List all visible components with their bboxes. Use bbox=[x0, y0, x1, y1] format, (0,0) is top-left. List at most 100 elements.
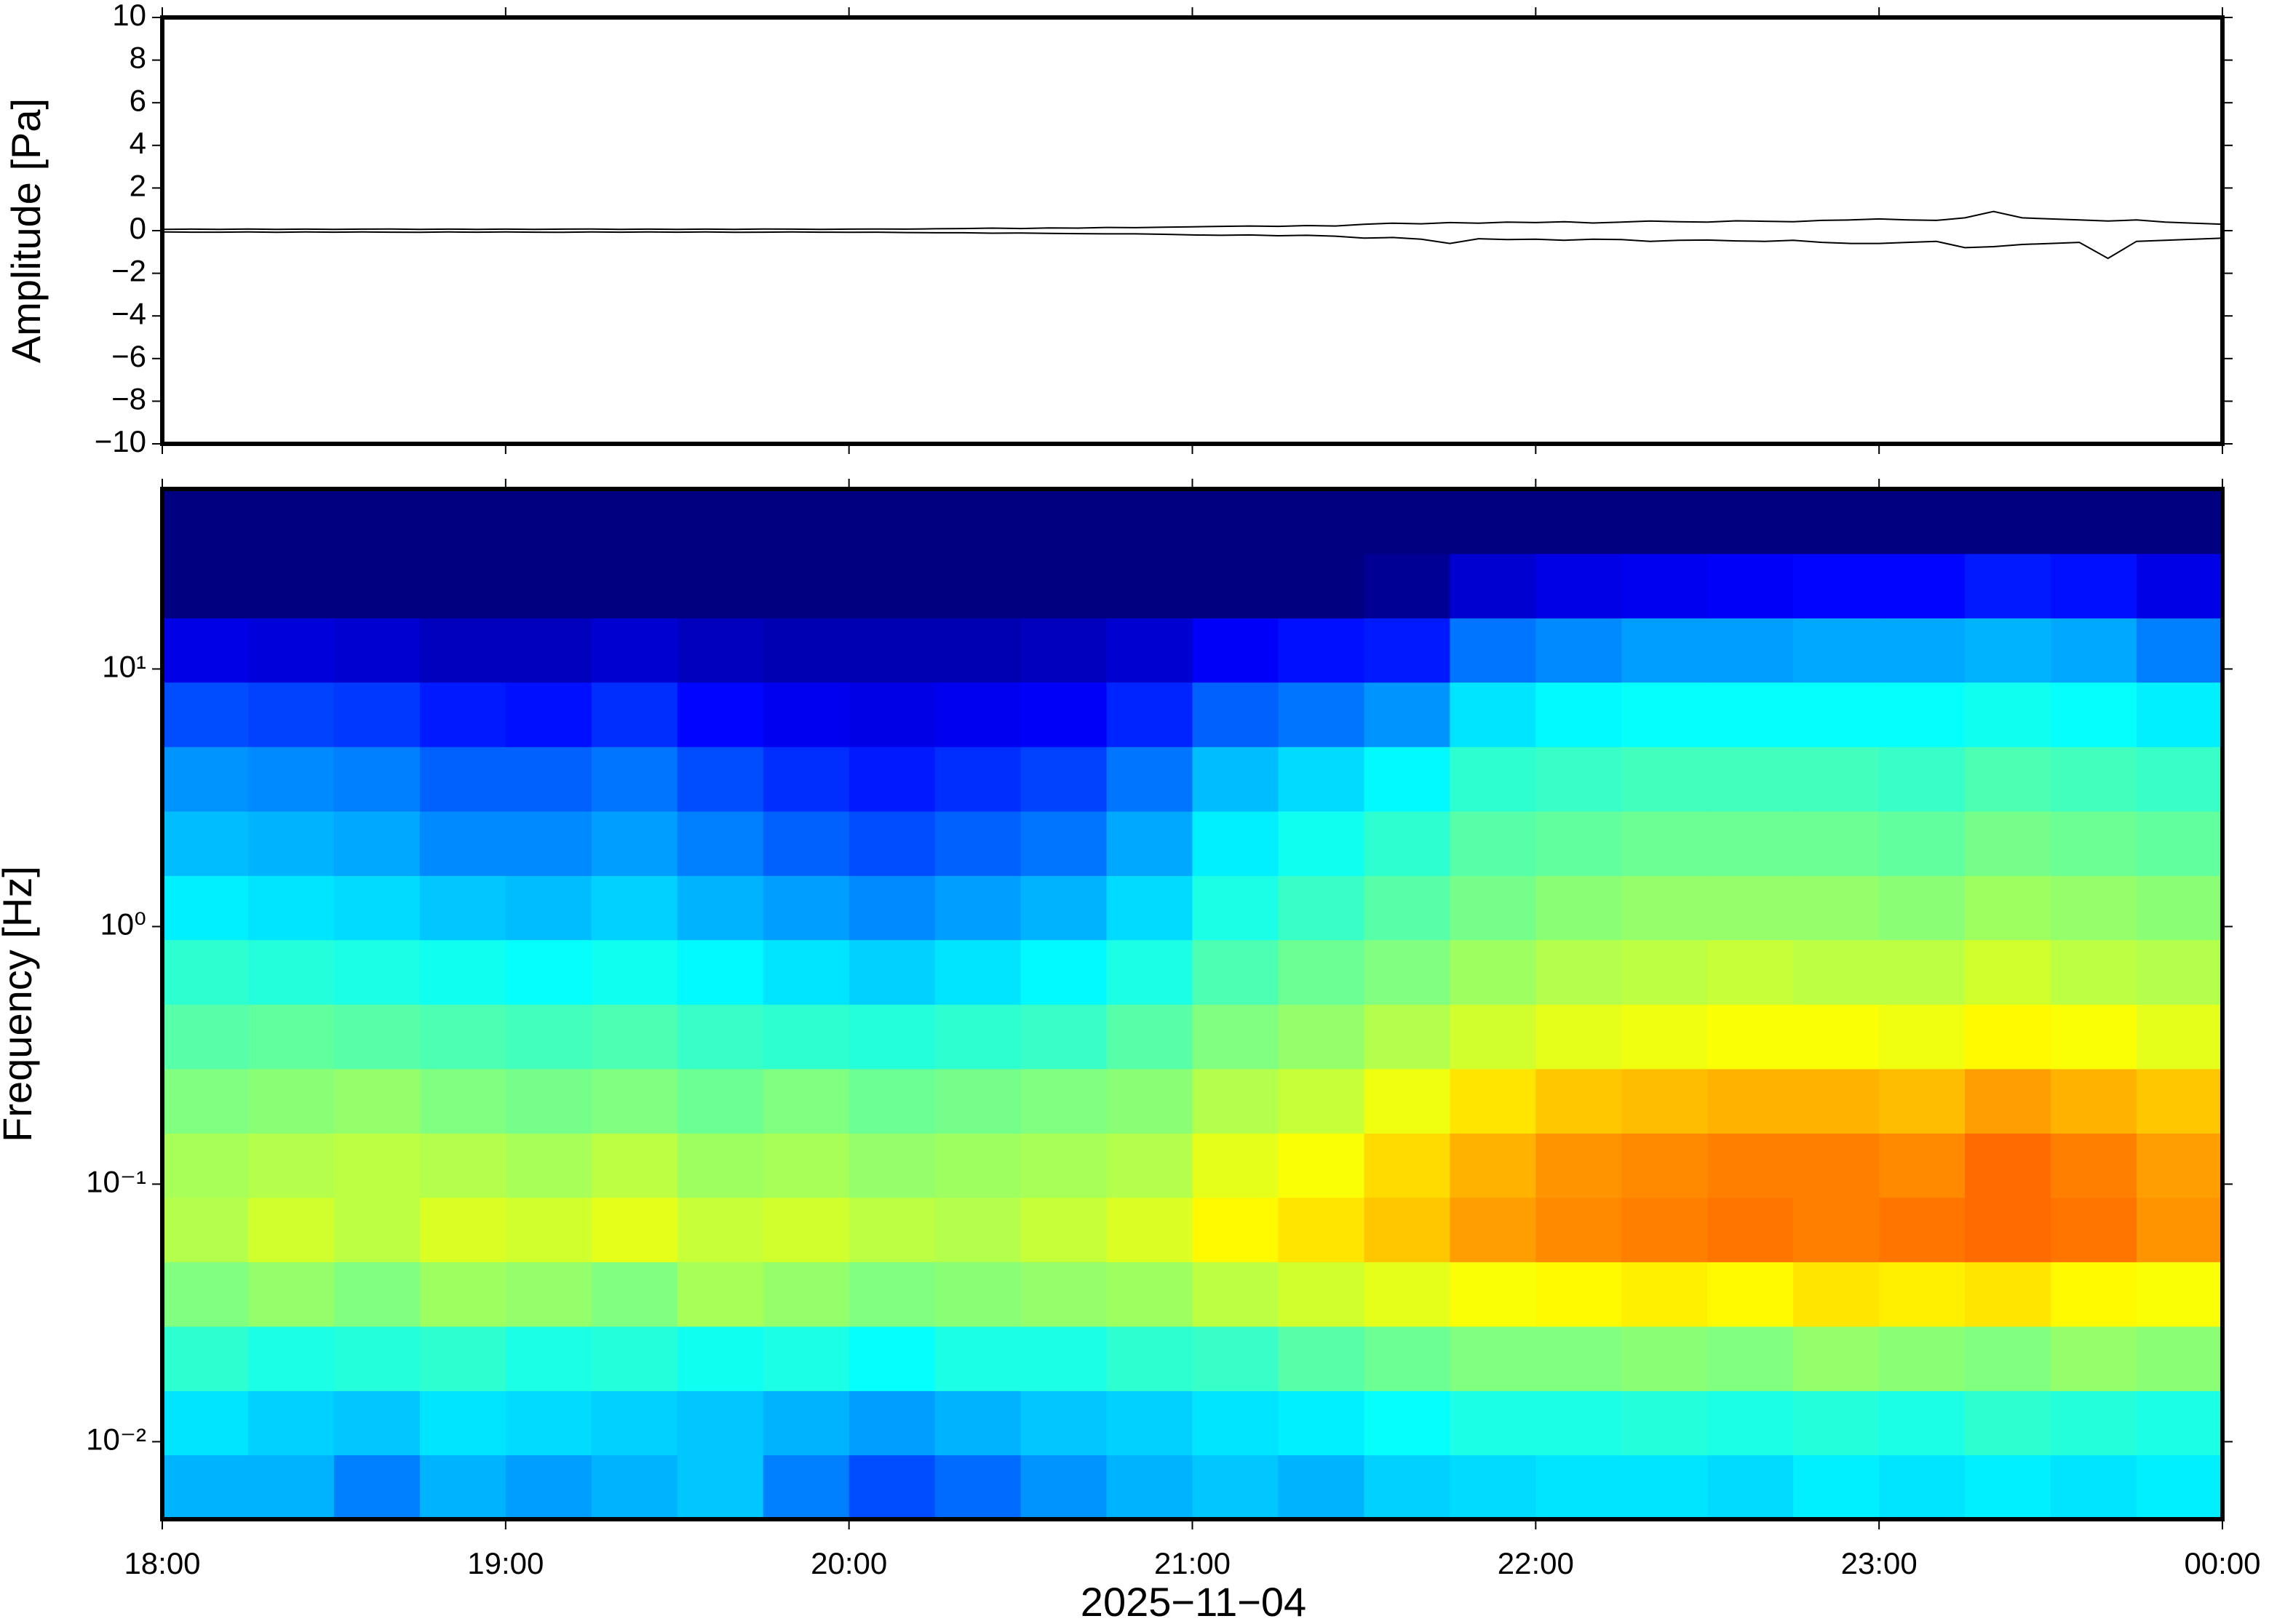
spectrogram-cell bbox=[1879, 1133, 1966, 1198]
spectrogram-cell bbox=[1535, 875, 1623, 941]
spectrogram-cell bbox=[419, 553, 506, 618]
spectrogram-cell bbox=[2137, 747, 2223, 812]
x-tick-label: 22:00 bbox=[1498, 1546, 1574, 1580]
spectrogram-cell bbox=[247, 618, 335, 683]
spectrogram-cell bbox=[677, 1454, 764, 1520]
spectrogram-cell bbox=[1965, 682, 2051, 747]
spectrogram-cell bbox=[419, 1454, 506, 1520]
spectrogram-cell bbox=[1020, 1197, 1108, 1262]
spectrogram-cell bbox=[333, 1197, 421, 1262]
spectrogram-cell bbox=[1535, 811, 1623, 876]
spectrogram-cell bbox=[934, 1133, 1022, 1198]
spectrogram-cell bbox=[1621, 875, 1709, 941]
spectrogram-cell bbox=[1535, 1390, 1623, 1456]
spectrogram-cell bbox=[1364, 1262, 1451, 1327]
x-axis-label: 2025−11−04 bbox=[1081, 1579, 1306, 1624]
spectrogram-cell bbox=[1020, 1262, 1108, 1327]
spectrogram-cell bbox=[1278, 747, 1365, 812]
spectrogram-cell bbox=[1364, 682, 1451, 747]
spectrogram-cell bbox=[247, 1004, 335, 1070]
spectrogram-cell bbox=[1535, 1068, 1623, 1134]
spectrogram-cell bbox=[247, 1454, 335, 1520]
spectrogram-cell bbox=[162, 939, 249, 1005]
spectrogram-cell bbox=[2137, 1454, 2223, 1520]
spectrogram-cell bbox=[1020, 553, 1108, 618]
spectrogram-cell bbox=[1793, 682, 1880, 747]
spectrogram-cell bbox=[1278, 1004, 1365, 1070]
spectrogram-cell bbox=[849, 1133, 936, 1198]
spectrogram-cell bbox=[1106, 875, 1193, 941]
spectrogram-cell bbox=[1450, 682, 1537, 747]
spectrogram-cell bbox=[247, 1133, 335, 1198]
spectrogram-cell bbox=[162, 618, 249, 683]
spectrogram-cell bbox=[1020, 1004, 1108, 1070]
spectrogram-cell bbox=[677, 811, 764, 876]
spectrogram-cell bbox=[1879, 1326, 1966, 1391]
spectrogram-cell bbox=[247, 1390, 335, 1456]
spectrogram-cell bbox=[1707, 1004, 1795, 1070]
spectrogram-cell bbox=[591, 489, 678, 554]
spectrogram-cell bbox=[2051, 682, 2137, 747]
spectrogram-cell bbox=[2051, 1197, 2137, 1262]
spectrogram-cell bbox=[1879, 489, 1966, 554]
spectrogram-cell bbox=[333, 1004, 421, 1070]
spectrogram-cell bbox=[1192, 939, 1279, 1005]
spectrogram-cell bbox=[1621, 747, 1709, 812]
spectrogram-cell bbox=[1192, 1133, 1279, 1198]
y-tick-label: 0 bbox=[130, 211, 146, 245]
spectrogram-cell bbox=[1278, 1197, 1365, 1262]
spectrogram-cell bbox=[934, 1068, 1022, 1134]
spectrogram-cell bbox=[1793, 939, 1880, 1005]
spectrogram-cell bbox=[763, 1326, 850, 1391]
spectrogram-cell bbox=[1450, 939, 1537, 1005]
spectrogram-cell bbox=[1450, 747, 1537, 812]
spectrogram-cell bbox=[763, 1133, 850, 1198]
panel-frame bbox=[160, 487, 2225, 1521]
spectrogram-cell bbox=[763, 939, 850, 1005]
spectrogram-cell bbox=[2051, 875, 2137, 941]
spectrogram-cell bbox=[1106, 553, 1193, 618]
spectrogram-cell bbox=[849, 1454, 936, 1520]
spectrogram-cell bbox=[1278, 1068, 1365, 1134]
spectrogram-cell bbox=[849, 1068, 936, 1134]
spectrogram-cell bbox=[1450, 1004, 1537, 1070]
spectrogram-cell bbox=[1106, 1454, 1193, 1520]
spectrogram-cell bbox=[2137, 1068, 2223, 1134]
spectrogram-cell bbox=[677, 939, 764, 1005]
spectrogram-cell bbox=[1192, 811, 1279, 876]
spectrogram-cell bbox=[2051, 618, 2137, 683]
spectrogram-cell bbox=[333, 1390, 421, 1456]
spectrogram-cell bbox=[1879, 1004, 1966, 1070]
spectrogram-cell bbox=[763, 1004, 850, 1070]
spectrogram-cell bbox=[763, 489, 850, 554]
spectrogram-cell bbox=[763, 618, 850, 683]
spectrogram-cell bbox=[934, 747, 1022, 812]
spectrogram-cell bbox=[1020, 682, 1108, 747]
spectrogram-cell bbox=[1364, 747, 1451, 812]
spectrogram-cell bbox=[247, 939, 335, 1005]
spectrogram-cell bbox=[934, 682, 1022, 747]
spectrogram-cell bbox=[1450, 875, 1537, 941]
spectrogram-cell bbox=[2051, 1068, 2137, 1134]
spectrogram-cell bbox=[1965, 618, 2051, 683]
spectrogram-cell bbox=[1106, 1133, 1193, 1198]
spectrogram-cell bbox=[162, 1197, 249, 1262]
spectrogram-cell bbox=[1879, 1390, 1966, 1456]
spectrogram-cell bbox=[162, 1390, 249, 1456]
spectrogram-cell bbox=[677, 1390, 764, 1456]
spectrogram-cell bbox=[1364, 1326, 1451, 1391]
spectrogram-cell bbox=[1879, 682, 1966, 747]
spectrogram-cell bbox=[1192, 1326, 1279, 1391]
spectrogram-cell bbox=[1278, 1133, 1365, 1198]
spectrogram-cell bbox=[505, 1133, 592, 1198]
spectrogram-cell bbox=[1707, 489, 1795, 554]
spectrogram-cell bbox=[419, 747, 506, 812]
spectrogram-cell bbox=[505, 682, 592, 747]
spectrogram-cell bbox=[677, 1133, 764, 1198]
spectrogram-cell bbox=[505, 747, 592, 812]
spectrogram-cell bbox=[2051, 1262, 2137, 1327]
spectrogram-cell bbox=[1793, 1133, 1880, 1198]
spectrogram-cell bbox=[1707, 618, 1795, 683]
spectrogram-cell bbox=[934, 1390, 1022, 1456]
spectrogram-cell bbox=[419, 1326, 506, 1391]
